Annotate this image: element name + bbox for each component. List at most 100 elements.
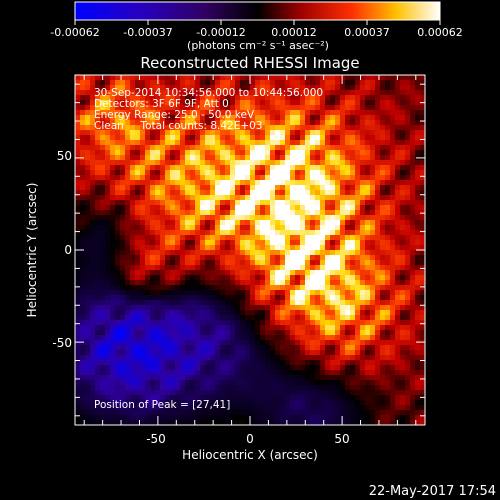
heatmap-cell (200, 240, 206, 246)
heatmap-cell (290, 95, 296, 101)
heatmap-cell (310, 340, 316, 346)
heatmap-cell (85, 405, 91, 411)
heatmap-cell (295, 150, 301, 156)
heatmap-cell (265, 140, 271, 146)
heatmap-cell (330, 420, 336, 426)
heatmap-cell (150, 420, 156, 426)
heatmap-cell (130, 400, 136, 406)
heatmap-cell (235, 120, 241, 126)
heatmap-cell (365, 160, 371, 166)
heatmap-cell (355, 300, 361, 306)
heatmap-cell (195, 90, 201, 96)
heatmap-cell (230, 180, 236, 186)
heatmap-cell (375, 400, 381, 406)
heatmap-cell (410, 185, 416, 191)
heatmap-cell (285, 150, 291, 156)
heatmap-cell (140, 175, 146, 181)
heatmap-cell (190, 215, 196, 221)
heatmap-cell (365, 125, 371, 131)
heatmap-cell (230, 155, 236, 161)
heatmap-cell (105, 175, 111, 181)
heatmap-cell (150, 335, 156, 341)
heatmap-cell (205, 105, 211, 111)
heatmap-cell (75, 130, 81, 136)
heatmap-cell (85, 270, 91, 276)
heatmap-cell (320, 285, 326, 291)
heatmap-cell (90, 175, 96, 181)
heatmap-cell (360, 260, 366, 266)
heatmap-cell (335, 365, 341, 371)
heatmap-cell (295, 320, 301, 326)
heatmap-cell (210, 400, 216, 406)
heatmap-cell (85, 280, 91, 286)
heatmap-cell (195, 80, 201, 86)
heatmap-cell (85, 195, 91, 201)
heatmap-cell (345, 315, 351, 321)
heatmap-cell (380, 85, 386, 91)
heatmap-cell (85, 295, 91, 301)
heatmap-cell (180, 335, 186, 341)
heatmap-cell (130, 300, 136, 306)
heatmap-cell (90, 90, 96, 96)
heatmap-cell (305, 95, 311, 101)
heatmap-cell (330, 365, 336, 371)
heatmap-cell (340, 305, 346, 311)
heatmap-cell (420, 290, 426, 296)
heatmap-cell (145, 385, 151, 391)
heatmap-cell (340, 175, 346, 181)
heatmap-cell (225, 280, 231, 286)
heatmap-cell (360, 75, 366, 81)
heatmap-cell (230, 245, 236, 251)
heatmap-cell (260, 175, 266, 181)
heatmap-cell (155, 390, 161, 396)
heatmap-cell (335, 270, 341, 276)
heatmap-cell (90, 355, 96, 361)
heatmap-cell (260, 225, 266, 231)
heatmap-cell (125, 280, 131, 286)
heatmap-cell (205, 200, 211, 206)
heatmap-cell (345, 215, 351, 221)
heatmap-cell (270, 350, 276, 356)
heatmap-cell (245, 260, 251, 266)
heatmap-cell (240, 375, 246, 381)
heatmap-cell (110, 330, 116, 336)
heatmap-cell (260, 120, 266, 126)
heatmap-cell (105, 125, 111, 131)
heatmap-cell (220, 235, 226, 241)
heatmap-cell (295, 225, 301, 231)
heatmap-cell (225, 120, 231, 126)
heatmap-cell (210, 315, 216, 321)
heatmap-cell (150, 275, 156, 281)
heatmap-cell (135, 350, 141, 356)
heatmap-cell (215, 110, 221, 116)
heatmap-cell (350, 240, 356, 246)
heatmap-cell (260, 270, 266, 276)
heatmap-cell (210, 205, 216, 211)
heatmap-cell (200, 125, 206, 131)
heatmap-cell (280, 310, 286, 316)
heatmap-cell (320, 105, 326, 111)
heatmap-cell (240, 125, 246, 131)
heatmap-cell (135, 405, 141, 411)
heatmap-cell (325, 85, 331, 91)
heatmap-cell (205, 190, 211, 196)
heatmap-cell (260, 240, 266, 246)
heatmap-cell (130, 235, 136, 241)
heatmap-cell (385, 205, 391, 211)
heatmap-cell (155, 315, 161, 321)
heatmap-cell (410, 105, 416, 111)
heatmap-cell (415, 225, 421, 231)
heatmap-cell (310, 185, 316, 191)
heatmap-cell (225, 185, 231, 191)
heatmap-cell (205, 95, 211, 101)
heatmap-cell (110, 320, 116, 326)
heatmap-cell (250, 185, 256, 191)
heatmap-cell (335, 285, 341, 291)
heatmap-cell (135, 260, 141, 266)
heatmap-cell (80, 150, 86, 156)
heatmap-cell (95, 175, 101, 181)
heatmap-cell (220, 395, 226, 401)
heatmap-cell (215, 395, 221, 401)
heatmap-cell (365, 310, 371, 316)
heatmap-cell (355, 190, 361, 196)
